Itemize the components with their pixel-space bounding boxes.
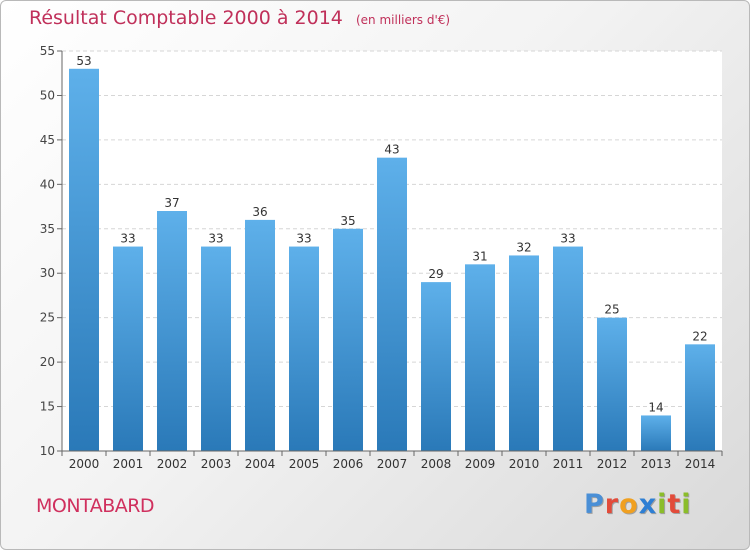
x-tick-label: 2001 xyxy=(113,457,144,471)
logo-letter: i xyxy=(657,489,668,520)
bar-2004 xyxy=(245,219,275,451)
data-label: 31 xyxy=(472,249,487,263)
data-label: 43 xyxy=(384,143,399,157)
chart-title: Résultat Comptable 2000 à 2014 xyxy=(29,7,343,29)
y-tick-label: 50 xyxy=(40,88,55,102)
axes: 10 15 20 25 30 35 40 45 50 55 2000 2001 2002 2003 2004… xyxy=(40,44,723,471)
y-tick-label: 10 xyxy=(40,444,55,458)
data-label: 25 xyxy=(604,303,619,317)
bar-2002 xyxy=(157,211,187,451)
x-tick-label: 2008 xyxy=(421,457,452,471)
bar-2010 xyxy=(509,255,539,451)
data-label: 33 xyxy=(296,232,311,246)
y-tick-label: 20 xyxy=(40,355,55,369)
bar-2000 xyxy=(69,68,99,452)
logo-letter: r xyxy=(604,489,620,520)
y-tick-label: 45 xyxy=(40,133,55,147)
x-tick-label: 2010 xyxy=(509,457,540,471)
x-tick-label: 2005 xyxy=(289,457,320,471)
logo-letter: t xyxy=(667,489,682,520)
data-label: 35 xyxy=(340,214,355,228)
title-row: Résultat Comptable 2000 à 2014 (en milli… xyxy=(29,7,450,29)
y-tick-label: 30 xyxy=(40,266,55,280)
bar-2013 xyxy=(641,415,671,451)
location-name: MONTABARD xyxy=(36,495,155,517)
data-label: 33 xyxy=(560,232,575,246)
logo-letter: x xyxy=(638,489,658,520)
x-tick-label: 2002 xyxy=(157,457,188,471)
bar-2001 xyxy=(113,246,143,451)
x-tick-label: 2006 xyxy=(333,457,364,471)
y-tick-label: 15 xyxy=(40,400,55,414)
logo-letter: P xyxy=(584,489,605,520)
bar-2009 xyxy=(465,264,495,451)
data-label: 32 xyxy=(516,240,531,254)
y-tick-label: 40 xyxy=(40,177,55,191)
x-tick-label: 2007 xyxy=(377,457,408,471)
bar-2007 xyxy=(377,157,407,451)
data-label: 36 xyxy=(252,205,267,219)
x-tick-label: 2000 xyxy=(69,457,100,471)
x-tick-label: 2009 xyxy=(465,457,496,471)
x-tick-label: 2004 xyxy=(245,457,276,471)
x-tick-label: 2003 xyxy=(201,457,232,471)
logo-letter: o xyxy=(619,489,639,520)
data-labels: 53 33 37 33 36 33 35 43 29 31 32 33 25 14 22 xyxy=(76,54,707,415)
x-tick-label: 2012 xyxy=(597,457,628,471)
bar-2011 xyxy=(553,246,583,451)
data-label: 37 xyxy=(164,196,179,210)
x-tick-label: 2011 xyxy=(553,457,584,471)
x-tick-label: 2013 xyxy=(641,457,672,471)
bar-2006 xyxy=(333,228,363,451)
bar-2012 xyxy=(597,317,627,451)
y-tick-label: 35 xyxy=(40,222,55,236)
chart-subtitle: (en milliers d'€) xyxy=(355,13,451,27)
data-label: 22 xyxy=(692,329,707,343)
bar-2005 xyxy=(289,246,319,451)
data-label: 14 xyxy=(648,400,663,414)
data-label: 53 xyxy=(76,54,91,68)
data-label: 33 xyxy=(120,232,135,246)
data-label: 29 xyxy=(428,267,443,281)
bar-2008 xyxy=(421,282,451,451)
bar-2014 xyxy=(685,344,715,451)
data-label: 33 xyxy=(208,232,223,246)
bars xyxy=(69,68,715,452)
y-tick-label: 55 xyxy=(40,44,55,58)
x-tick-label: 2014 xyxy=(685,457,716,471)
logo-letter: i xyxy=(681,489,692,520)
bar-2003 xyxy=(201,246,231,451)
proxiti-logo: Proxiti xyxy=(584,489,692,520)
y-tick-label: 25 xyxy=(40,311,55,325)
